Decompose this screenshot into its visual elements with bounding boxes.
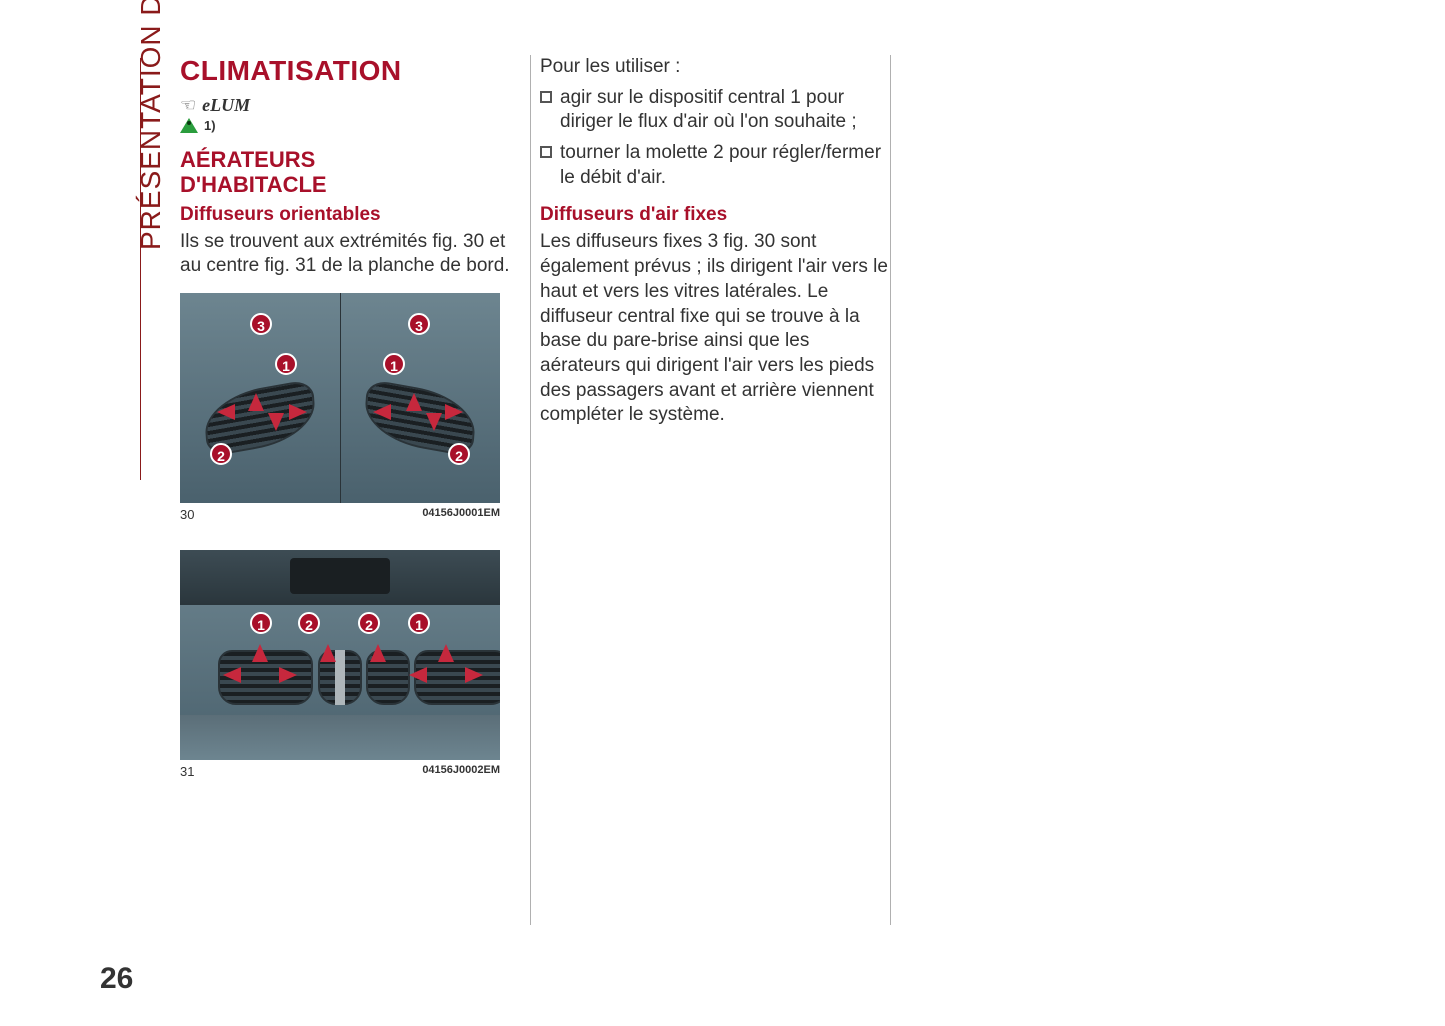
- marker-3: 3: [250, 313, 272, 335]
- figure-30: 3 1 2 3 1 2 30 04156J0001EM: [180, 293, 500, 522]
- figure-number: 30: [180, 507, 194, 522]
- marker-2: 2: [358, 612, 380, 634]
- marker-1: 1: [250, 612, 272, 634]
- manual-page: PRÉSENTATION DE LA VOITURE 26 CLIMATISAT…: [0, 0, 1445, 1026]
- subheading-diffuseurs-orientables: Diffuseurs orientables: [180, 204, 530, 226]
- arrow-icon: [289, 404, 307, 420]
- figure-31-image: 1 2 2 1: [180, 550, 500, 760]
- elum-reference: ☜ eLUM: [180, 95, 530, 116]
- arrow-icon: [426, 413, 442, 431]
- bullet-item: tourner la molette 2 pour régler/fermer …: [540, 141, 890, 190]
- column-divider: [530, 55, 531, 925]
- figure-divider: [340, 293, 341, 503]
- dashboard-lower: [180, 715, 500, 760]
- arrow-icon: [409, 667, 427, 683]
- elum-label: eLUM: [202, 95, 250, 116]
- marker-1: 1: [408, 612, 430, 634]
- arrow-icon: [268, 413, 284, 431]
- heading-climatisation: CLIMATISATION: [180, 55, 530, 87]
- heading-line: D'HABITACLE: [180, 172, 327, 197]
- figure-31: 1 2 2 1 31 04156J0002EM: [180, 550, 500, 779]
- heading-line: AÉRATEURS: [180, 147, 315, 172]
- arrow-icon: [279, 667, 297, 683]
- sidebar-section-title: PRÉSENTATION DE LA VOITURE: [135, 0, 167, 250]
- dashboard-screen: [290, 558, 390, 594]
- arrow-icon: [445, 404, 463, 420]
- marker-1: 1: [383, 353, 405, 375]
- hand-icon: ☜: [180, 95, 196, 116]
- arrow-icon: [465, 667, 483, 683]
- paragraph-intro: Pour les utiliser :: [540, 55, 890, 80]
- subheading-diffuseurs-fixes: Diffuseurs d'air fixes: [540, 204, 890, 226]
- bullet-text: tourner la molette 2 pour régler/fermer …: [560, 141, 890, 190]
- marker-3: 3: [408, 313, 430, 335]
- marker-2: 2: [448, 443, 470, 465]
- figure-31-caption: 31 04156J0002EM: [180, 760, 500, 779]
- arrow-icon: [248, 393, 264, 411]
- arrow-icon: [320, 644, 336, 662]
- arrow-icon: [370, 644, 386, 662]
- arrow-icon: [217, 404, 235, 420]
- marker-1: 1: [275, 353, 297, 375]
- page-number: 26: [100, 962, 133, 996]
- figure-30-image: 3 1 2 3 1 2: [180, 293, 500, 503]
- arrow-icon: [438, 644, 454, 662]
- heading-aerateurs: AÉRATEURS D'HABITACLE: [180, 147, 530, 198]
- figure-code: 04156J0001EM: [422, 507, 500, 522]
- warning-triangle-icon: [180, 118, 198, 133]
- figure-30-caption: 30 04156J0001EM: [180, 503, 500, 522]
- figure-code: 04156J0002EM: [422, 764, 500, 779]
- column-1: CLIMATISATION ☜ eLUM 1) AÉRATEURS D'HABI…: [180, 55, 530, 779]
- paragraph: Ils se trouvent aux extrémités fig. 30 e…: [180, 230, 530, 279]
- arrow-icon: [252, 644, 268, 662]
- warning-reference: 1): [180, 118, 530, 133]
- center-strip: [335, 650, 345, 705]
- paragraph: Les diffuseurs fixes 3 fig. 30 sont égal…: [540, 230, 890, 428]
- warning-number: 1): [204, 118, 216, 133]
- marker-2: 2: [210, 443, 232, 465]
- square-bullet-icon: [540, 91, 552, 103]
- column-2: Pour les utiliser : agir sur le disposit…: [540, 55, 890, 434]
- arrow-icon: [373, 404, 391, 420]
- arrow-icon: [406, 393, 422, 411]
- marker-2: 2: [298, 612, 320, 634]
- column-divider: [890, 55, 891, 925]
- bullet-item: agir sur le dispositif central 1 pour di…: [540, 86, 890, 135]
- arrow-icon: [223, 667, 241, 683]
- figure-number: 31: [180, 764, 194, 779]
- square-bullet-icon: [540, 146, 552, 158]
- bullet-text: agir sur le dispositif central 1 pour di…: [560, 86, 890, 135]
